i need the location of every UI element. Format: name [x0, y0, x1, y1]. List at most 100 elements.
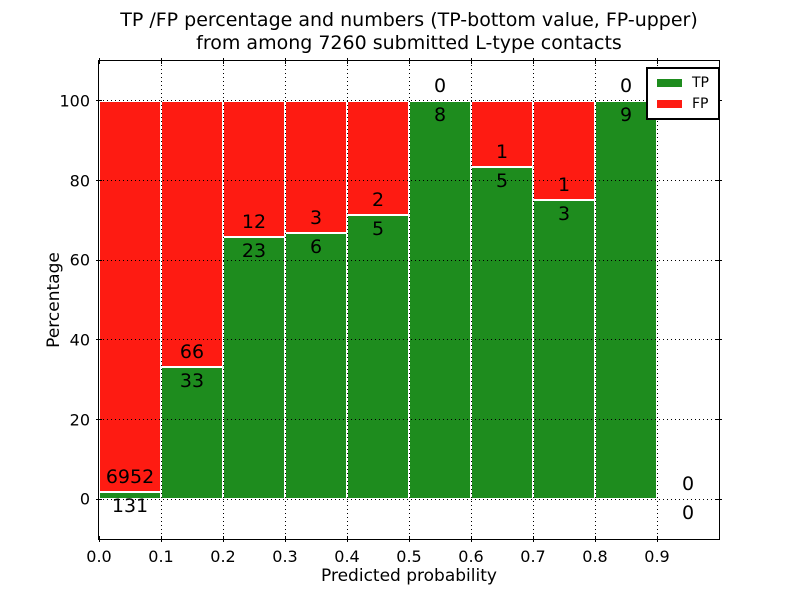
- bar-segment-tp: [595, 100, 657, 500]
- y-tickmark: [716, 180, 722, 181]
- y-tick-label: 60: [69, 250, 90, 270]
- x-gridline: [470, 61, 472, 539]
- y-tickmark: [96, 100, 102, 102]
- x-tickmark: [98, 536, 100, 542]
- x-gridline: [656, 61, 658, 539]
- y-tick-label: 40: [69, 330, 90, 350]
- tp-count-label: 23: [241, 240, 267, 263]
- tp-count-label: 33: [179, 369, 205, 392]
- bar-segment-tp: [471, 167, 533, 500]
- bar-segment-tp: [409, 100, 471, 500]
- x-tickmark: [160, 58, 162, 64]
- y-tickmark: [96, 498, 102, 500]
- x-tickmark: [346, 58, 348, 64]
- x-tickmark: [284, 58, 286, 64]
- fp-count-label: 2: [371, 188, 385, 211]
- fp-count-label: 1: [557, 174, 571, 197]
- fp-count-label: 1: [495, 141, 509, 164]
- fp-count-label: 3: [309, 207, 323, 230]
- bar-segment-tp: [347, 214, 409, 500]
- x-axis-label: Predicted probability: [321, 566, 497, 586]
- x-tickmark: [284, 536, 286, 542]
- x-tickmark: [408, 536, 410, 542]
- x-gridline: [160, 61, 162, 539]
- legend-row-tp: TP: [657, 76, 709, 90]
- x-tick-label: 0.3: [272, 547, 298, 566]
- x-tick-label: 0.2: [210, 547, 236, 566]
- x-tickmark: [656, 536, 658, 542]
- x-tick-label: 0.1: [148, 547, 174, 566]
- x-gridline: [532, 61, 534, 539]
- y-tickmark: [96, 339, 102, 341]
- fp-count-label: 12: [241, 211, 267, 234]
- x-tickmark: [160, 536, 162, 542]
- y-tickmark: [716, 339, 722, 341]
- x-tickmark: [470, 536, 472, 542]
- x-tick-label: 0.7: [520, 547, 546, 566]
- tp-count-label: 131: [111, 494, 149, 517]
- y-tick-label: 20: [69, 410, 90, 429]
- tp-count-label: 6: [309, 236, 323, 259]
- x-tickmark: [222, 58, 224, 64]
- tp-count-label: 9: [619, 103, 633, 126]
- chart-title-line2: from among 7260 submitted L-type contact…: [196, 32, 622, 54]
- x-tickmark: [656, 58, 658, 64]
- legend-row-fp: FP: [657, 97, 709, 111]
- x-tick-label: 0.0: [86, 547, 112, 566]
- x-gridline: [594, 61, 596, 539]
- fp-count-label: 0: [681, 473, 695, 496]
- bar-segment-fp: [533, 100, 595, 201]
- y-tickmark: [716, 419, 722, 420]
- tp-count-label: 8: [433, 103, 447, 126]
- tp-count-label: 0: [681, 502, 695, 525]
- legend: TP FP: [646, 67, 720, 120]
- legend-label-fp: FP: [692, 96, 709, 112]
- x-gridline: [222, 61, 224, 539]
- x-tickmark: [594, 536, 596, 542]
- x-tickmark: [346, 536, 348, 542]
- y-tickmark: [716, 259, 722, 261]
- fp-count-label: 0: [433, 74, 447, 97]
- fp-count-label: 6952: [105, 465, 155, 488]
- x-tickmark: [532, 58, 534, 64]
- y-tick-label: 0: [79, 489, 90, 509]
- x-tick-label: 0.9: [644, 547, 670, 566]
- x-tick-label: 0.5: [396, 547, 422, 566]
- x-tick-label: 0.4: [334, 547, 360, 566]
- y-tick-label: 100: [59, 91, 90, 111]
- y-tick-label: 80: [69, 171, 90, 190]
- x-tickmark: [594, 58, 596, 64]
- legend-swatch-tp: [657, 79, 682, 87]
- x-tickmark: [222, 536, 224, 542]
- bar-segment-fp: [223, 100, 285, 238]
- x-gridline: [346, 61, 348, 539]
- x-gridline: [284, 61, 286, 539]
- tp-count-label: 5: [495, 170, 509, 193]
- y-tickmark: [96, 259, 102, 261]
- y-tickmark: [96, 419, 102, 420]
- chart-title-line1: TP /FP percentage and numbers (TP-bottom…: [120, 9, 698, 31]
- y-tickmark: [96, 180, 102, 181]
- legend-label-tp: TP: [692, 75, 709, 91]
- fp-count-label: 0: [619, 74, 633, 97]
- x-tickmark: [470, 58, 472, 64]
- chart-title: TP /FP percentage and numbers (TP-bottom…: [98, 9, 720, 55]
- x-gridline: [408, 61, 410, 539]
- y-tickmark: [716, 498, 722, 500]
- tp-count-label: 5: [371, 217, 385, 240]
- tp-count-label: 3: [557, 203, 571, 226]
- legend-swatch-fp: [657, 100, 682, 108]
- bar-segment-tp: [223, 237, 285, 500]
- bar-segment-tp: [533, 200, 595, 500]
- bar-segment-fp: [99, 100, 161, 492]
- bar-segment-tp: [285, 233, 347, 500]
- x-tick-label: 0.6: [458, 547, 484, 566]
- bar-segment-fp: [471, 100, 533, 168]
- fp-count-label: 66: [179, 340, 205, 363]
- plot-area: 6952 131 66 33 12 23 3 6 2 5 0 8 1 5 1 3 0 9 0 0: [96, 58, 722, 542]
- x-tickmark: [532, 536, 534, 542]
- x-tickmark: [98, 58, 100, 64]
- bar-segment-fp: [161, 100, 223, 367]
- x-tickmark: [408, 58, 410, 64]
